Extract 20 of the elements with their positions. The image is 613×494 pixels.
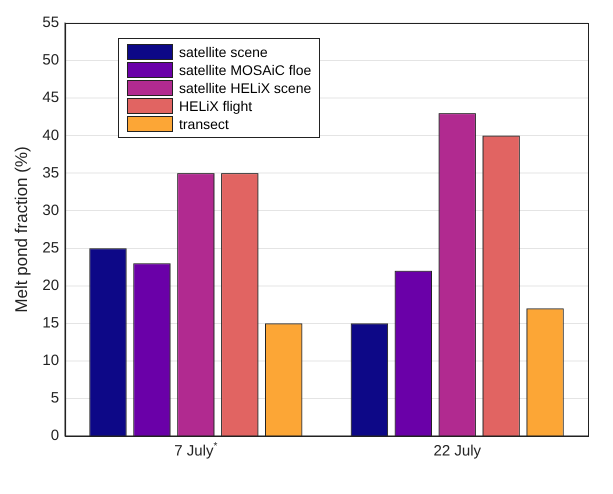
y-tick-label: 40 — [42, 126, 60, 144]
y-tick-label: 20 — [42, 276, 60, 294]
y-tick-label: 35 — [42, 164, 60, 182]
y-tick-label: 10 — [42, 352, 60, 370]
y-tick-label: 0 — [50, 427, 60, 444]
y-tick-label: 5 — [50, 390, 60, 407]
legend-label: HELiX flight — [179, 98, 252, 114]
y-tick-label: 25 — [42, 239, 60, 256]
y-tick-label: 45 — [42, 89, 60, 106]
y-tick-label: 30 — [42, 202, 60, 219]
y-tick-label: 55 — [42, 14, 60, 32]
x-tick-label: 22 July — [434, 442, 482, 460]
x-tick-label: 7 July* — [174, 440, 218, 460]
legend-label: satellite MOSAiC floe — [179, 62, 312, 78]
legend-label: transect — [179, 116, 229, 132]
legend-label: satellite scene — [179, 44, 268, 60]
y-axis-title: Melt pond fraction (%) — [12, 146, 31, 313]
y-tick-label: 50 — [42, 52, 60, 69]
y-tick-label: 15 — [42, 314, 60, 332]
legend-label: satellite HELiX scene — [179, 80, 312, 96]
